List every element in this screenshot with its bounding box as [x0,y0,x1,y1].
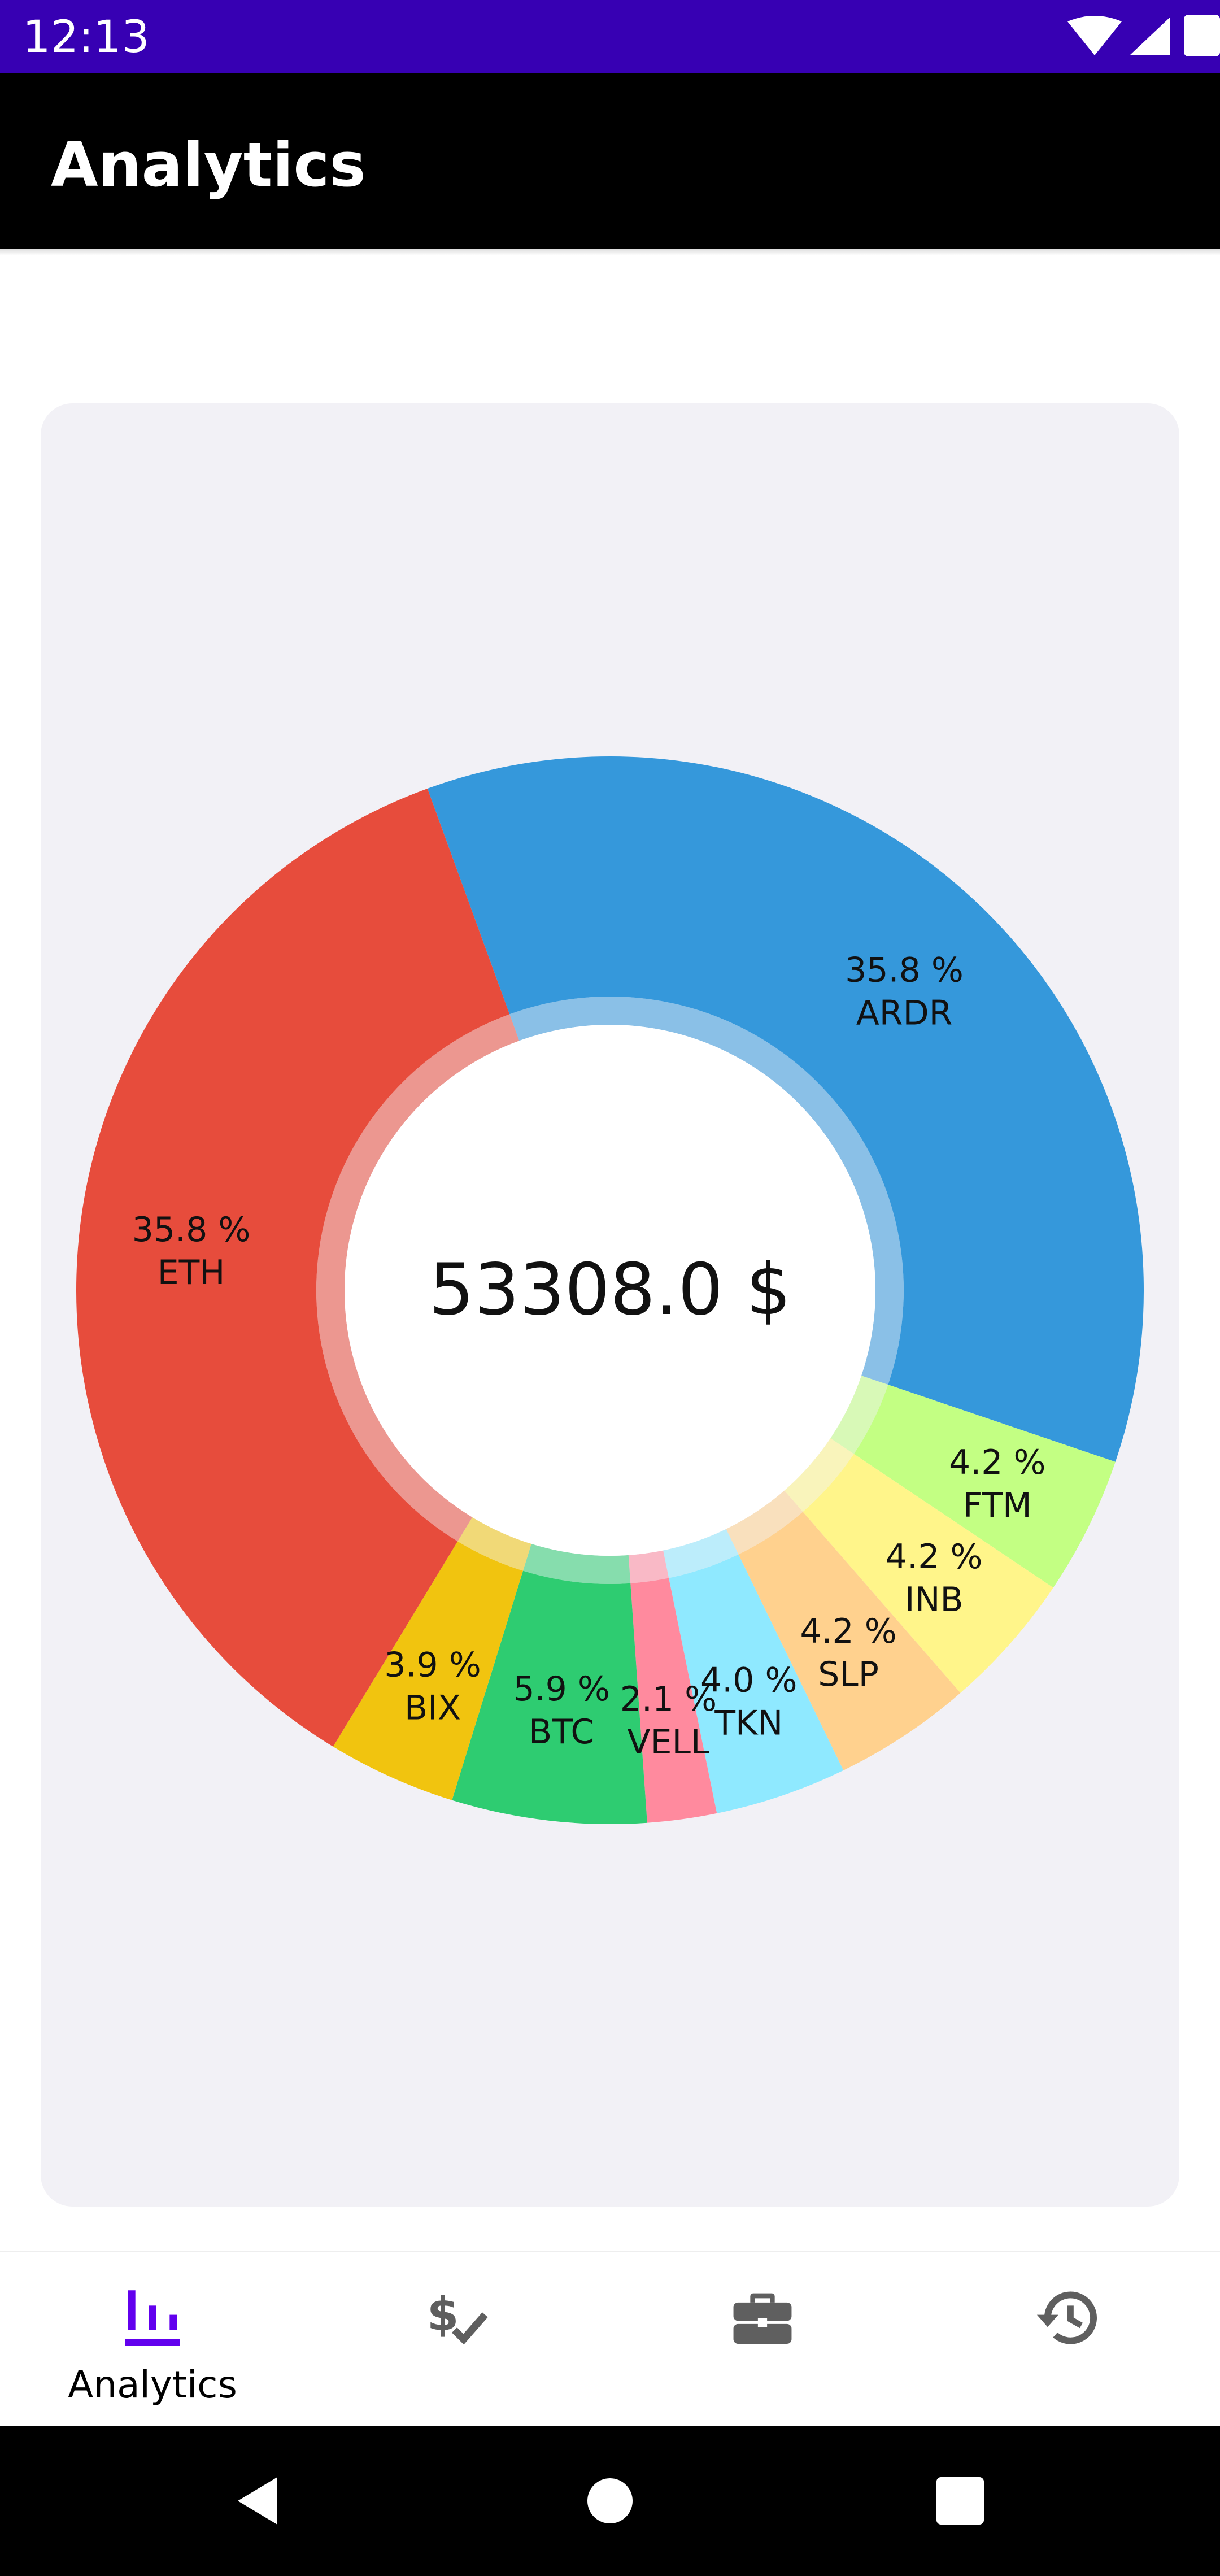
slice-label-bix: 3.9 % BIX [384,1646,481,1728]
slice-bix[interactable] [333,1541,524,1800]
slice-ftm[interactable] [853,1385,1116,1588]
slice-ring-ftm [830,1376,888,1454]
nav-item-history[interactable] [915,2252,1220,2427]
slice-label-ftm: 4.2 % FTM [949,1443,1046,1525]
slice-name-eth: ETH [158,1253,225,1293]
slice-slp[interactable] [738,1512,961,1770]
slice-vell[interactable] [630,1578,717,1823]
wifi-icon [1068,16,1122,55]
slice-percent-bix: 3.9 % [384,1646,481,1685]
status-icons [1068,15,1220,56]
slice-label-tkn: 4.0 % TKN [700,1660,798,1743]
slice-name-ftm: FTM [963,1486,1032,1525]
slice-percent-tkn: 4.0 % [700,1660,798,1700]
slice-percent-inb: 4.2 % [886,1537,983,1577]
app-bar: Analytics [0,73,1220,249]
slice-ring-tkn [663,1529,739,1578]
bottom-navigation: Analytics $ [0,2251,1220,2426]
slice-ring-eth [316,1014,520,1542]
slice-percent-vell: 2.1 % [620,1679,717,1719]
page-title: Analytics [51,130,366,201]
slice-label-inb: 4.2 % INB [886,1537,983,1620]
slice-name-slp: SLP [818,1655,879,1694]
total-value: 53308.0 $ [429,1248,791,1331]
slice-percent-slp: 4.2 % [800,1612,897,1651]
slice-percent-eth: 35.8 % [132,1210,251,1250]
slice-name-ardr: ARDR [856,993,953,1033]
slice-ring-vell [628,1550,669,1583]
slice-label-ardr: 35.8 % ARDR [845,950,964,1033]
back-icon[interactable] [215,2461,294,2540]
slice-ring-inb [784,1438,854,1512]
slice-name-bix: BIX [404,1689,461,1728]
nav-item-transactions[interactable]: $ [305,2252,610,2427]
recents-icon[interactable] [921,2461,1000,2540]
slice-label-vell: 2.1 % VELL [620,1679,717,1762]
home-icon[interactable] [570,2461,650,2540]
nav-label-analytics: Analytics [68,2363,237,2407]
slice-ring-btc [523,1543,631,1584]
slice-percent-ardr: 35.8 % [845,950,964,990]
slice-ring-bix [457,1517,531,1571]
briefcase-icon [733,2293,792,2344]
slice-name-inb: INB [905,1580,964,1620]
slice-percent-btc: 5.9 % [513,1669,610,1709]
slice-ring-slp [726,1490,803,1555]
system-navigation-bar [0,2426,1220,2576]
slice-name-btc: BTC [529,1712,594,1752]
slice-label-btc: 5.9 % BTC [513,1669,610,1752]
slice-btc[interactable] [452,1570,647,1824]
slice-name-vell: VELL [628,1722,710,1762]
status-bar: 12:13 [0,0,1220,73]
slice-tkn[interactable] [669,1554,844,1813]
slice-ardr[interactable] [427,756,1144,1462]
slice-label-eth: 35.8 % ETH [132,1210,251,1293]
bar-chart-icon [125,2290,180,2346]
history-icon [1036,2291,1097,2344]
portfolio-chart-card: 35.8 % ARDR 4.2 % FTM 4.2 % INB 4.2 % SLP 4.0 % T… [41,403,1179,2207]
app-bar-shadow [0,249,1220,255]
nav-item-portfolio[interactable] [610,2252,915,2427]
donut-hole [345,1025,875,1556]
status-time: 12:13 [23,12,150,63]
battery-icon [1184,15,1220,56]
slice-eth[interactable] [76,788,510,1747]
dollar-check-icon: $ [427,2288,488,2345]
slice-label-slp: 4.2 % SLP [800,1612,897,1694]
slice-name-tkn: TKN [714,1703,783,1743]
slice-inb[interactable] [803,1454,1053,1693]
slice-ring-ardr [509,997,904,1385]
nav-item-analytics[interactable]: Analytics [0,2252,305,2427]
slice-percent-ftm: 4.2 % [949,1443,1046,1482]
signal-icon [1130,17,1170,55]
